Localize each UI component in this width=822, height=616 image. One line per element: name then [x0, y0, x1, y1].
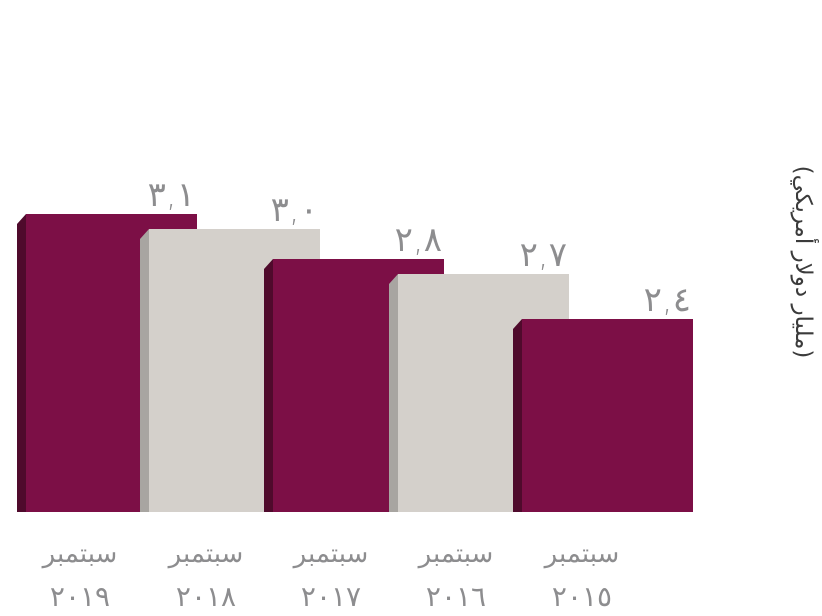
category-label-year-1: ٢٠١٩ — [50, 580, 110, 613]
value-label-5: ٢,٤ — [644, 280, 691, 320]
bar-side-face — [264, 259, 273, 512]
bar-side-face — [513, 319, 522, 512]
bar-side-face — [17, 214, 26, 512]
category-label-month-1: سبتمبر — [41, 539, 118, 569]
category-labels-layer: سبتمبر ٢٠١٩ سبتمبر ٢٠١٨ سبتمبر ٢٠١٧ سبتمبر ٢٠١٦… — [41, 539, 620, 613]
category-label-year-2: ٢٠١٨ — [176, 580, 236, 613]
value-label-4: ٢,٧ — [520, 235, 567, 275]
bars-layer — [17, 214, 693, 512]
value-label-1: ٣,١ — [148, 175, 195, 215]
value-label-2: ٣,٠ — [271, 190, 318, 230]
value-label-3: ٢,٨ — [395, 220, 442, 260]
category-label-month-4: سبتمبر — [417, 539, 494, 569]
y-axis-unit-label: (مليار دولار أمريكي) — [790, 166, 819, 359]
bar-side-face — [140, 229, 149, 512]
category-label-month-2: سبتمبر — [167, 539, 244, 569]
category-label-month-5: سبتمبر — [543, 539, 620, 569]
category-label-year-4: ٢٠١٦ — [426, 580, 486, 613]
bar-front-face — [522, 319, 693, 512]
bar-5 — [513, 319, 693, 512]
bar-side-face — [389, 274, 398, 512]
category-label-month-3: سبتمبر — [292, 539, 369, 569]
category-label-year-5: ٢٠١٥ — [552, 580, 612, 613]
category-label-year-3: ٢٠١٧ — [301, 580, 361, 613]
value-labels-layer: ٣,١ ٣,٠ ٢,٨ ٢,٧ ٢,٤ — [148, 175, 691, 320]
